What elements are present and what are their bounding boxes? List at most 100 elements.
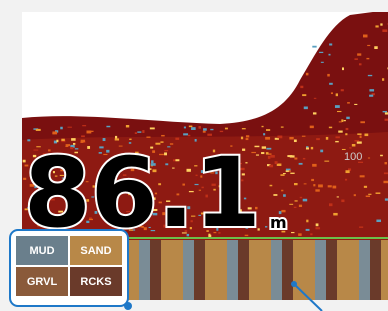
echo-speck [341,89,344,91]
echo-speck [333,213,337,216]
echo-speck [315,189,319,191]
echo-speck [188,135,190,136]
echo-speck [106,126,110,127]
echo-speck [269,165,273,168]
echo-speck [36,129,41,131]
echo-speck [289,204,293,205]
echo-speck [60,127,63,130]
echo-speck [302,136,306,137]
echo-speck [385,119,388,121]
bottom-type-bar [227,240,238,300]
echo-speck [68,127,72,128]
echo-speck [265,226,267,227]
bottom-type-bar [381,240,388,300]
echo-speck [277,136,282,139]
echo-speck [268,153,271,154]
echo-speck [225,128,228,130]
echo-speck [266,129,270,131]
echo-speck [327,74,330,77]
echo-speck [383,111,387,112]
echo-speck [363,34,367,37]
bottom-type-bar [216,240,227,300]
echo-speck [329,203,332,206]
echo-speck [312,164,316,167]
echo-speck [289,137,293,140]
echo-speck [291,232,294,233]
echo-speck [376,220,381,222]
echo-speck [345,170,349,173]
echo-speck [320,150,323,153]
echo-speck [294,158,297,160]
echo-speck [360,121,365,123]
echo-speck [183,133,188,135]
echo-speck [273,194,277,196]
echo-speck [210,129,213,130]
echo-speck [354,194,356,196]
depth-unit: m [270,213,287,232]
screen: 86.1 m 100 MUD SAND GRVL RCKS [0,0,388,311]
echo-speck [357,53,361,55]
echo-speck [331,92,333,94]
echo-speck [385,162,387,164]
legend-label: GRVL [27,276,58,288]
legend-label: MUD [29,245,54,257]
bottom-type-bar [260,240,271,300]
echo-speck [329,43,332,45]
echo-speck [270,185,273,186]
echo-speck [294,183,298,185]
echo-speck [341,200,344,203]
echo-speck [344,120,346,121]
echo-speck [328,54,330,56]
echo-speck [366,58,369,59]
echo-speck [281,190,283,192]
echo-speck [345,179,347,181]
bottom-type-bar [359,240,370,300]
echo-speck [359,226,363,227]
echo-speck [339,121,342,122]
bottom-type-bar [150,240,161,300]
echo-speck [382,29,387,32]
bottom-type-bar [172,240,183,300]
echo-speck [310,126,314,129]
echo-speck [265,137,270,140]
echo-speck [335,105,340,108]
echo-speck [313,112,316,114]
echo-speck [338,131,342,133]
echo-speck [329,83,333,85]
echo-speck [270,155,274,158]
echo-speck [281,210,285,212]
echo-speck [310,233,312,235]
callout-dot [291,281,297,287]
echo-speck [382,78,384,81]
bottom-type-bar [348,240,359,300]
echo-speck [369,89,374,91]
echo-speck [313,184,315,186]
echo-speck [315,227,320,229]
echo-speck [82,125,86,126]
echo-speck [262,146,266,148]
bottom-type-bar [271,240,282,300]
echo-speck [336,93,338,96]
bottom-type-bar [139,240,150,300]
echo-speck [189,126,193,128]
echo-speck [319,52,323,53]
echo-speck [268,156,271,159]
echo-speck [337,111,341,112]
legend-label: RCKS [80,276,111,288]
echo-speck [89,131,94,132]
echo-speck [316,223,319,226]
echo-speck [266,148,271,150]
echo-speck [316,138,320,140]
echo-speck [342,67,344,70]
echo-speck [359,63,362,65]
bottom-type-bar [205,240,216,300]
echo-speck [304,183,307,184]
echo-speck [383,181,388,183]
echo-speck [328,185,332,187]
echo-speck [354,140,359,142]
echo-speck [354,104,357,105]
echo-speck [280,174,284,176]
echo-speck [311,147,313,149]
echo-speck [364,186,367,188]
echo-speck [303,199,307,202]
